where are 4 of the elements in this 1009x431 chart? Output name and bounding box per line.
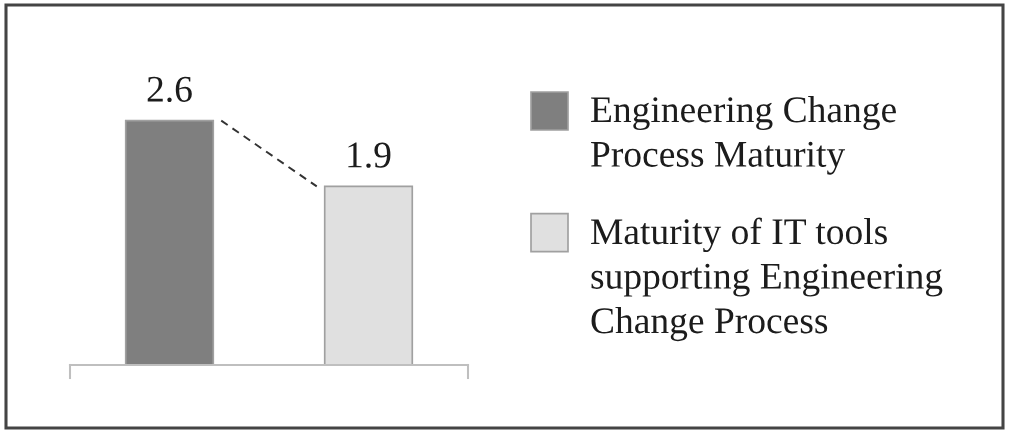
legend-label: Maturity of IT tools supporting Engineering Change Process	[591, 217, 943, 342]
legend-label: Engineering Change Process Maturity	[591, 96, 896, 175]
data-label: 2.6	[147, 76, 192, 103]
data-label: 1.9	[348, 142, 391, 168]
